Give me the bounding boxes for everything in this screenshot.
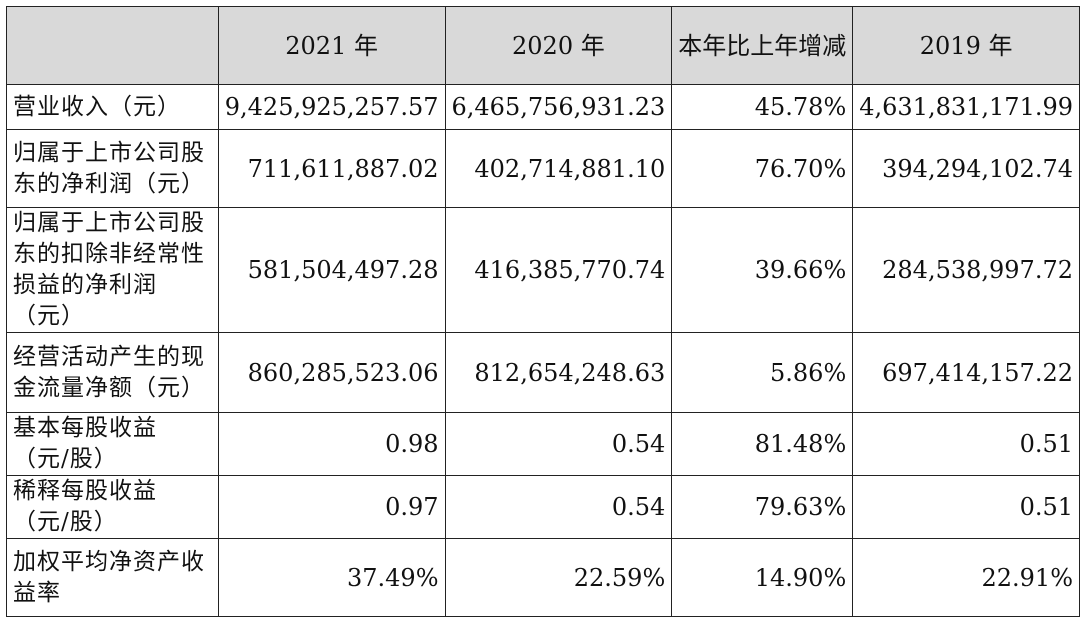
cell-2021: 37.49% [217, 538, 446, 617]
header-2020: 2020 年 [444, 6, 673, 85]
financial-summary-table: 2021 年 2020 年 本年比上年增减 2019 年 营业收入（元） 9,4… [6, 6, 1080, 617]
cell-2019: 0.51 [852, 412, 1080, 476]
cell-2019: 697,414,157.22 [852, 332, 1080, 413]
header-2021: 2021 年 [217, 6, 446, 85]
row-label: 归属于上市公司股东的扣除非经常性损益的净利润（元） [6, 207, 219, 333]
row-label: 经营活动产生的现金流量净额（元） [6, 332, 219, 413]
cell-2019: 0.51 [852, 475, 1080, 539]
cell-2019: 4,631,831,171.99 [852, 84, 1080, 130]
row-label: 营业收入（元） [6, 84, 219, 130]
table-row: 加权平均净资产收益率 37.49% 22.59% 14.90% 22.91% [6, 538, 1080, 617]
row-label: 稀释每股收益（元/股） [6, 475, 219, 539]
cell-2021: 860,285,523.06 [217, 332, 446, 413]
header-change: 本年比上年增减 [671, 6, 854, 85]
header-2019: 2019 年 [852, 6, 1080, 85]
cell-2020: 22.59% [444, 538, 673, 617]
cell-2020: 0.54 [444, 475, 673, 539]
table-row: 稀释每股收益（元/股） 0.97 0.54 79.63% 0.51 [6, 475, 1080, 539]
cell-2019: 394,294,102.74 [852, 129, 1080, 208]
table-row: 基本每股收益（元/股） 0.98 0.54 81.48% 0.51 [6, 412, 1080, 476]
cell-2020: 0.54 [444, 412, 673, 476]
cell-change: 79.63% [671, 475, 854, 539]
cell-2020: 6,465,756,931.23 [444, 84, 673, 130]
cell-change: 39.66% [671, 207, 854, 333]
cell-2020: 402,714,881.10 [444, 129, 673, 208]
cell-2020: 812,654,248.63 [444, 332, 673, 413]
cell-2020: 416,385,770.74 [444, 207, 673, 333]
cell-2021: 9,425,925,257.57 [217, 84, 446, 130]
row-label: 归属于上市公司股东的净利润（元） [6, 129, 219, 208]
cell-2021: 581,504,497.28 [217, 207, 446, 333]
cell-2019: 22.91% [852, 538, 1080, 617]
cell-change: 5.86% [671, 332, 854, 413]
cell-change: 14.90% [671, 538, 854, 617]
table-row: 经营活动产生的现金流量净额（元） 860,285,523.06 812,654,… [6, 332, 1080, 413]
cell-change: 76.70% [671, 129, 854, 208]
table-row: 营业收入（元） 9,425,925,257.57 6,465,756,931.2… [6, 84, 1080, 130]
table-row: 归属于上市公司股东的扣除非经常性损益的净利润（元） 581,504,497.28… [6, 207, 1080, 333]
cell-change: 45.78% [671, 84, 854, 130]
cell-2021: 711,611,887.02 [217, 129, 446, 208]
row-label: 加权平均净资产收益率 [6, 538, 219, 617]
header-row: 2021 年 2020 年 本年比上年增减 2019 年 [6, 6, 1080, 85]
cell-2019: 284,538,997.72 [852, 207, 1080, 333]
table-row: 归属于上市公司股东的净利润（元） 711,611,887.02 402,714,… [6, 129, 1080, 208]
row-label: 基本每股收益（元/股） [6, 412, 219, 476]
cell-2021: 0.97 [217, 475, 446, 539]
cell-change: 81.48% [671, 412, 854, 476]
cell-2021: 0.98 [217, 412, 446, 476]
header-corner-cell [6, 6, 219, 85]
